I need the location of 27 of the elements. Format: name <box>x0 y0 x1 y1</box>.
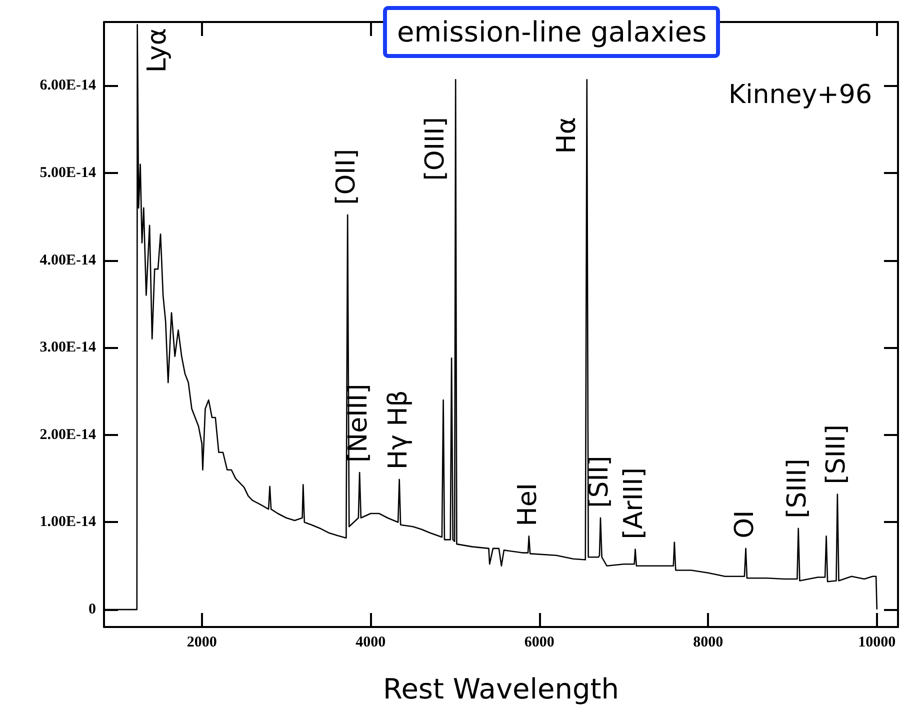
annotation: [SIII] <box>821 424 852 484</box>
y-tick-label: 1.00E-14 <box>40 514 96 530</box>
x-tick-label: 4000 <box>356 634 386 650</box>
y-tick-label: 3.00E-14 <box>40 340 96 356</box>
annotation: [OII] <box>332 148 362 205</box>
chart-title: emission-line galaxies <box>397 16 707 48</box>
annotation: [OIII] <box>420 117 451 181</box>
annotation: Lyα <box>142 28 172 73</box>
y-tick-label: 4.00E-14 <box>40 252 96 268</box>
annotation: [NeIII] <box>344 384 374 462</box>
y-tick-label: 2.00E-14 <box>40 426 96 443</box>
annotation: Hα <box>552 117 582 154</box>
annotation: [SII] <box>584 456 614 508</box>
annotation: [ArIII] <box>619 468 650 540</box>
x-tick-label: 2000 <box>186 634 217 650</box>
annotation: [SIII] <box>782 458 812 518</box>
annotation: Hγ Hβ <box>383 390 414 470</box>
y-tick-label: 6.00E-14 <box>40 78 96 94</box>
annotation: Kinney+96 <box>728 80 872 110</box>
x-tick-label: 8000 <box>693 634 724 650</box>
x-tick-label: 10000 <box>858 634 896 650</box>
annotation: HeI <box>512 482 543 526</box>
y-tick-label: 5.00E-14 <box>40 165 96 182</box>
x-axis-title: Rest Wavelength <box>383 672 619 706</box>
y-tick-label: 0 <box>88 602 96 618</box>
annotation: OI <box>730 510 760 538</box>
x-tick-label: 6000 <box>524 634 554 650</box>
